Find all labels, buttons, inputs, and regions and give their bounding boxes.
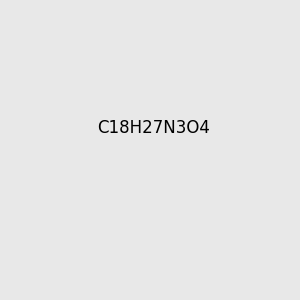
Text: C18H27N3O4: C18H27N3O4 (97, 119, 210, 137)
